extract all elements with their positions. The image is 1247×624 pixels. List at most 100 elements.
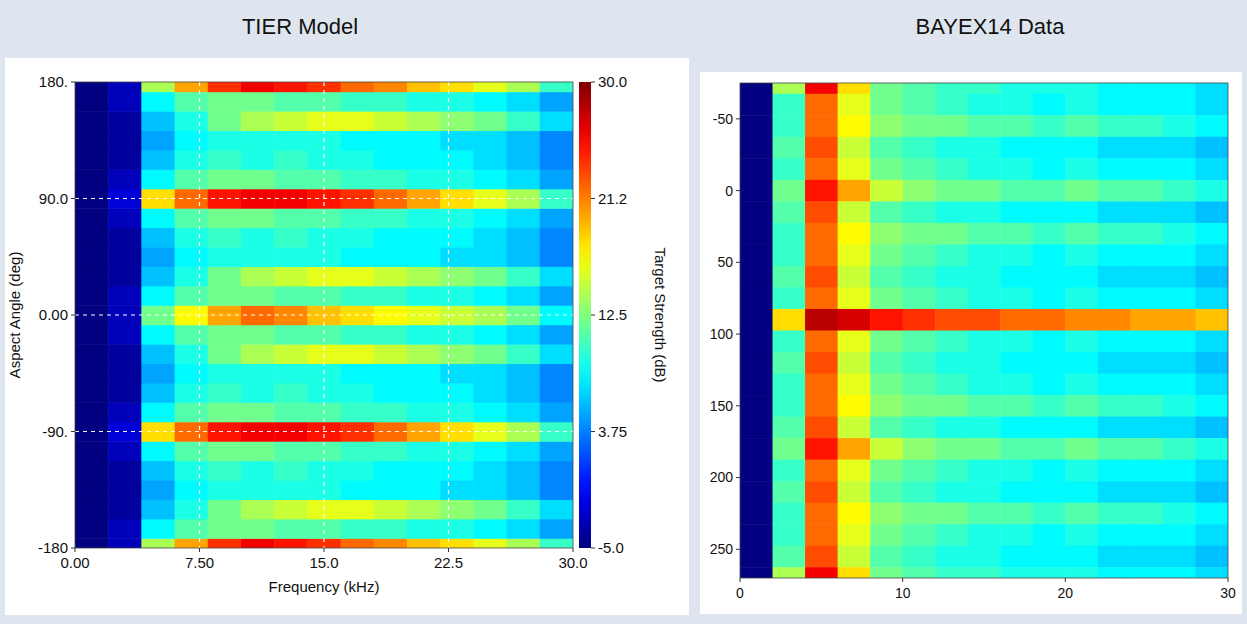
heatmap-cell [740,438,773,460]
heatmap-cell [1000,94,1033,116]
heatmap-cell [374,402,408,422]
heatmap-cell [1065,331,1098,353]
heatmap-cell [1195,460,1228,482]
heatmap-cell [208,480,242,500]
heatmap-cell [473,111,507,131]
heatmap-cell [1163,460,1196,482]
heatmap-cell [805,94,838,116]
heatmap-cell [1065,309,1098,331]
y-tick [736,334,740,335]
heatmap-cell [274,131,308,151]
heatmap-cell [805,309,838,331]
heatmap-cell [374,325,408,345]
heatmap-cell [1163,438,1196,460]
heatmap-cell [507,169,541,189]
panel-background [5,58,689,615]
heatmap-cell [1000,352,1033,374]
heatmap-cell [108,402,142,422]
heatmap-cell [274,286,308,306]
heatmap-cell [507,499,541,519]
heatmap-cell [141,480,175,500]
heatmap-cell [274,364,308,384]
panel-background [700,72,1242,614]
x-tick [199,548,200,552]
heatmap-cell [208,325,242,345]
heatmap-cell [1163,503,1196,525]
heatmap-cell [440,344,474,364]
heatmap-cell [208,461,242,481]
heatmap-cell [374,480,408,500]
heatmap-cell [274,441,308,461]
heatmap-cell [838,158,871,180]
grid-line [448,82,449,548]
heatmap-cell [241,364,275,384]
y-tick-label: 100 [710,326,734,342]
heatmap-cell [1098,287,1131,309]
heatmap-cell [108,82,142,92]
x-axis-title: Frequency (kHz) [269,578,380,595]
heatmap-cell [440,169,474,189]
heatmap-cell [903,201,936,223]
heatmap-cell [374,286,408,306]
heatmap-cell [968,331,1001,353]
heatmap-cell [1163,395,1196,417]
heatmap-cell [903,137,936,159]
heatmap-cell [175,480,209,500]
heatmap-cell [241,82,275,92]
heatmap-cells [75,82,573,548]
heatmap-cell [208,519,242,539]
heatmap-cell [838,438,871,460]
heatmap-cell [1163,546,1196,568]
heatmap-cell [108,383,142,403]
heatmap-cell [141,499,175,519]
grid-line [75,431,573,432]
heatmap-cell [903,115,936,137]
heatmap-cell [507,131,541,151]
heatmap-cell [440,383,474,403]
heatmap-cell [108,441,142,461]
heatmap-cell [1130,395,1163,417]
colorbar-tick-label: -5.0 [598,539,624,556]
heatmap-cell [838,374,871,396]
heatmap-cell [968,83,1001,94]
heatmap-cell [208,499,242,519]
heatmap-cell [1065,244,1098,266]
heatmap-cell [374,519,408,539]
heatmap-cell [241,131,275,151]
heatmap-cell [274,480,308,500]
heatmap-cell [1098,438,1131,460]
y-tick-label: -90. [42,423,68,440]
heatmap-cell [108,286,142,306]
heatmap-cell [773,309,806,331]
heatmap-cell [274,150,308,170]
heatmap-cell [968,244,1001,266]
heatmap-cell [407,499,441,519]
heatmap-cell [540,286,573,306]
heatmap-cell [75,266,109,286]
heatmap-cell [968,287,1001,309]
heatmap-cell [1033,244,1066,266]
y-tick-label: -180 [38,539,68,556]
heatmap-cell [1195,567,1228,578]
heatmap-cell [1163,158,1196,180]
heatmap-cell [805,460,838,482]
heatmap-cell [805,137,838,159]
heatmap-cell [773,460,806,482]
heatmap-cell [540,538,573,548]
heatmap-cell [241,228,275,248]
heatmap-cell [838,137,871,159]
heatmap-cell [1000,460,1033,482]
heatmap-cell [407,131,441,151]
heatmap-cell [75,519,109,539]
heatmap-cell [740,115,773,137]
heatmap-cell [838,287,871,309]
heatmap-cell [1163,115,1196,137]
heatmap-cell [968,201,1001,223]
heatmap-cell [141,228,175,248]
heatmap-cell [241,402,275,422]
heatmap-cell [108,247,142,267]
heatmap-cell [440,208,474,228]
heatmap-cell [374,266,408,286]
y-tick-label: 180. [39,73,68,90]
heatmap-cell [1130,94,1163,116]
